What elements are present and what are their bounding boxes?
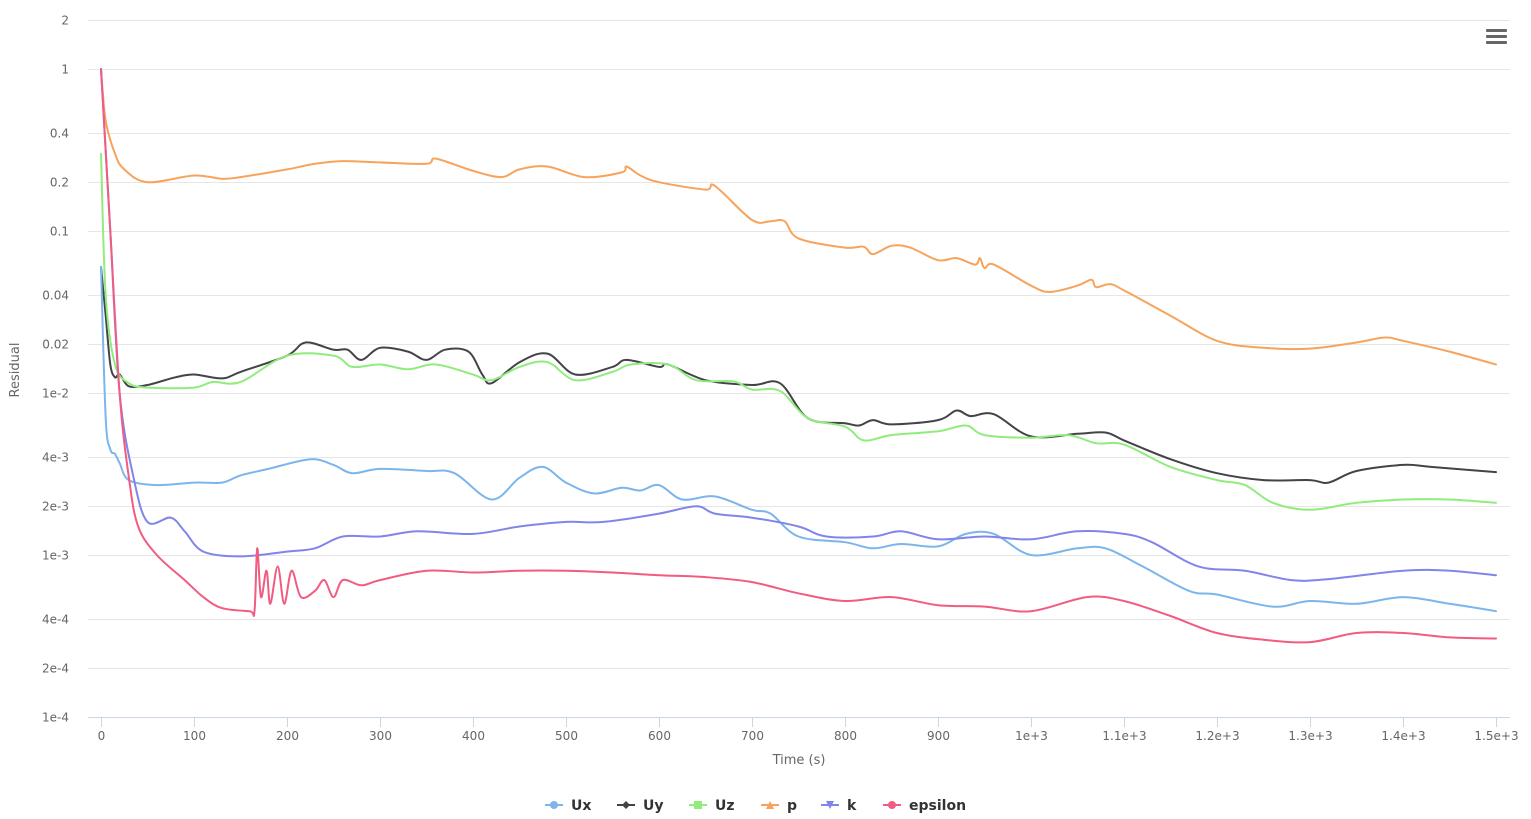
series-line-k[interactable] — [100, 68, 1497, 582]
x-axis-title: Time (s) — [772, 753, 826, 768]
x-tick-label: 1.3e+3 — [1288, 729, 1332, 743]
x-tick-label: 600 — [648, 729, 671, 743]
series-line-Uy[interactable] — [100, 265, 1497, 484]
x-tick-label: 1.5e+3 — [1474, 729, 1518, 743]
legend-label: Uy — [643, 798, 664, 814]
x-tick-label: 1.4e+3 — [1381, 729, 1425, 743]
series-line-Uz[interactable] — [100, 152, 1497, 511]
x-tick-label: 500 — [555, 729, 578, 743]
y-tick-label: 0.1 — [50, 225, 69, 239]
x-tick-label: 1e+3 — [1015, 729, 1048, 743]
legend-item-epsilon[interactable]: epsilon — [883, 798, 966, 814]
legend-label: p — [787, 798, 797, 814]
x-tick-label: 1.1e+3 — [1102, 729, 1146, 743]
legend-marker-diamond-icon — [622, 801, 630, 809]
hamburger-menu-icon[interactable] — [1482, 24, 1510, 50]
y-axis-ticks: 1e-4 2e-4 4e-4 1e-3 2e-3 4e-3 1e-2 0.02 0.04 0.1 0… — [42, 14, 69, 725]
x-tick-label: 700 — [741, 729, 764, 743]
y-tick-label: 2e-4 — [42, 662, 69, 676]
y-tick-label: 2e-3 — [42, 500, 69, 514]
series-lines — [100, 68, 1497, 644]
y-tick-label: 1e-4 — [42, 711, 69, 725]
y-axis-title: Residual — [8, 343, 23, 398]
series-line-p[interactable] — [100, 68, 1497, 366]
legend-label: Ux — [571, 798, 591, 814]
y-tick-label: 2 — [61, 14, 69, 28]
x-tick-label: 0 — [98, 729, 106, 743]
legend-item-Uz[interactable]: Uz — [689, 798, 735, 814]
y-tick-label: 0.2 — [50, 176, 69, 190]
x-tick-label: 900 — [927, 729, 950, 743]
y-tick-label: 1e-2 — [42, 387, 69, 401]
x-tick-label: 400 — [462, 729, 485, 743]
legend-item-Uy[interactable]: Uy — [617, 798, 664, 814]
y-tick-label: 0.4 — [50, 127, 69, 141]
legend-item-k[interactable]: k — [821, 798, 857, 814]
y-tick-label: 4e-3 — [42, 451, 69, 465]
legend-marker-triangle-icon — [766, 801, 774, 809]
x-tick-label: 800 — [834, 729, 857, 743]
x-tick-label: 1.2e+3 — [1195, 729, 1239, 743]
grid-lines — [88, 20, 1510, 669]
series-line-epsilon[interactable] — [100, 68, 1497, 644]
legend-item-Ux[interactable]: Ux — [545, 798, 591, 814]
legend-marker-circle-icon — [888, 801, 896, 809]
legend: Ux Uy Uz p k epsilon — [545, 798, 966, 814]
x-tick-label: 100 — [183, 729, 206, 743]
legend-marker-circle-icon — [550, 801, 558, 809]
y-tick-label: 0.04 — [42, 289, 69, 303]
legend-label: epsilon — [909, 798, 966, 814]
legend-label: k — [847, 798, 857, 814]
x-axis-ticks: 0 100 200 300 400 500 600 700 800 900 1e+3 1.1e+3 1.… — [98, 717, 1519, 743]
y-tick-label: 1 — [61, 63, 69, 77]
x-tick-label: 200 — [276, 729, 299, 743]
legend-marker-square-icon — [694, 801, 702, 809]
y-tick-label: 0.02 — [42, 338, 69, 352]
x-tick-label: 300 — [369, 729, 392, 743]
y-tick-label: 4e-4 — [42, 613, 69, 627]
legend-item-p[interactable]: p — [761, 798, 797, 814]
legend-label: Uz — [715, 798, 735, 814]
series-line-Ux[interactable] — [100, 265, 1497, 613]
legend-marker-triangle-down-icon — [826, 801, 834, 809]
y-tick-label: 1e-3 — [42, 549, 69, 563]
